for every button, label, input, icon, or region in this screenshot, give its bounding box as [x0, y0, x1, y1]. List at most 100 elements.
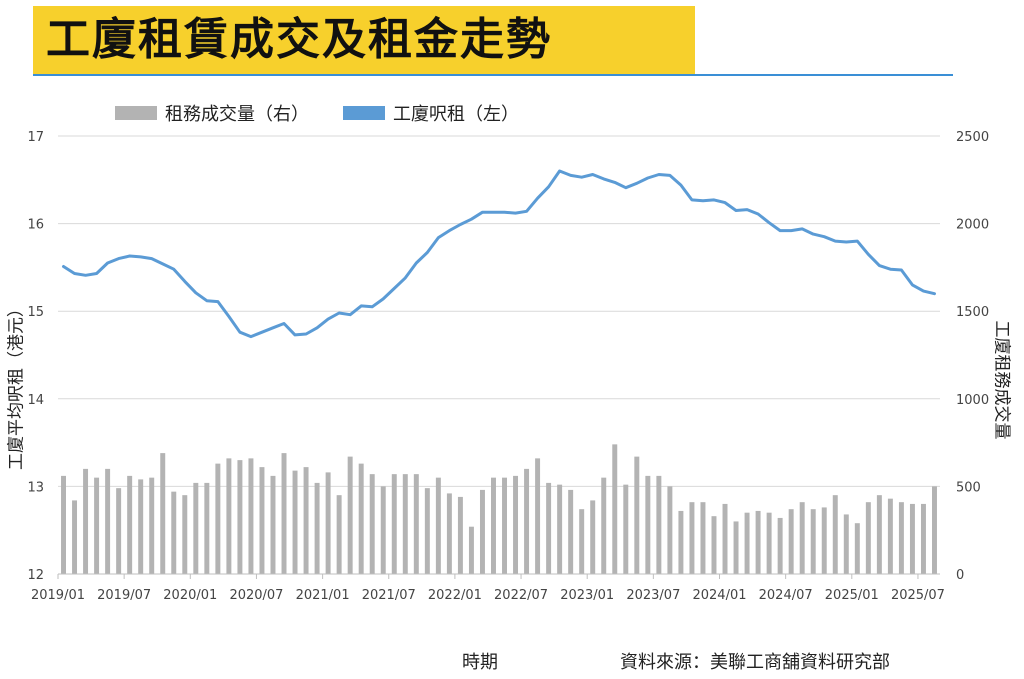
volume-bar — [579, 509, 585, 574]
volume-bar — [744, 512, 750, 574]
legend-swatch-rent — [343, 106, 385, 120]
volume-bar — [810, 509, 816, 574]
volume-bar — [667, 486, 673, 574]
volume-bar — [215, 463, 221, 574]
volume-bar — [634, 456, 640, 574]
volume-bar — [116, 488, 122, 574]
y-left-tick-label: 13 — [27, 480, 44, 495]
y-left-tick-label: 16 — [27, 218, 44, 233]
volume-bar — [766, 512, 772, 574]
x-tick-label: 2020/01 — [163, 588, 217, 603]
volume-bar — [777, 517, 783, 574]
volume-bar — [524, 468, 530, 574]
volume-bar — [535, 458, 541, 574]
volume-bar — [876, 495, 882, 574]
volume-bar — [821, 507, 827, 574]
volume-bar — [502, 477, 507, 574]
volume-bar — [193, 482, 199, 574]
volume-bar — [446, 493, 452, 574]
volume-bar — [358, 463, 364, 574]
volume-bar — [590, 500, 596, 574]
volume-bar — [413, 474, 419, 574]
volume-bar — [369, 474, 375, 574]
x-tick-label: 2021/07 — [362, 588, 416, 603]
x-tick-label: 2022/01 — [428, 588, 482, 603]
chart-title: 工廈租賃成交及租金走勢 — [46, 14, 552, 65]
volume-bar — [105, 468, 111, 574]
volume-bar — [909, 503, 915, 574]
volume-bar — [160, 453, 166, 574]
volume-bar — [72, 500, 78, 574]
x-tick-label: 2023/07 — [626, 588, 680, 603]
y-right-tick-label: 1000 — [956, 393, 989, 408]
legend-label-volume: 租務成交量（右） — [165, 104, 309, 125]
volume-bar — [601, 477, 607, 574]
volume-bar — [380, 486, 386, 574]
volume-bar — [127, 475, 133, 574]
volume-bar — [171, 491, 177, 574]
legend: 租務成交量（右） 工廈呎租（左） — [115, 100, 553, 126]
volume-bar — [513, 475, 519, 574]
volume-bar — [755, 510, 761, 574]
volume-bar — [711, 516, 717, 574]
volume-bar — [270, 475, 276, 574]
volume-bar — [424, 488, 430, 574]
volume-bar — [799, 502, 805, 574]
x-tick-label: 2020/07 — [229, 588, 283, 603]
volume-bar — [336, 495, 342, 574]
volume-bar — [623, 484, 629, 574]
y-left-tick-label: 12 — [27, 568, 44, 583]
title-banner — [33, 6, 695, 74]
legend-item-rent: 工廈呎租（左） — [343, 100, 519, 126]
volume-bar — [479, 489, 485, 574]
x-tick-label: 2023/01 — [560, 588, 614, 603]
volume-bar — [491, 477, 496, 574]
volume-bar — [568, 489, 574, 574]
y-left-tick-label: 15 — [27, 305, 44, 320]
volume-bar — [733, 521, 739, 574]
volume-bar — [259, 467, 265, 574]
volume-bar — [94, 477, 100, 574]
volume-bar — [645, 475, 651, 574]
volume-bar — [138, 479, 144, 574]
x-axis-label: 時期 — [462, 652, 498, 673]
legend-swatch-volume — [115, 106, 157, 120]
volume-bar — [612, 444, 618, 574]
volume-bar — [402, 474, 408, 574]
y-right-tick-label: 500 — [956, 480, 981, 495]
x-tick-label: 2025/07 — [891, 588, 945, 603]
y-right-tick-label: 2000 — [956, 218, 989, 233]
rent-line — [62, 169, 936, 339]
y-right-tick-label: 0 — [956, 568, 964, 583]
volume-bar — [722, 503, 728, 574]
volume-bar — [788, 509, 794, 574]
volume-bar — [843, 514, 849, 574]
x-tick-label: 2024/07 — [759, 588, 813, 603]
volume-bar — [689, 502, 695, 574]
volume-bar — [656, 475, 662, 574]
volume-bar — [61, 475, 66, 574]
volume-bar — [182, 495, 188, 574]
volume-bar — [303, 467, 309, 574]
volume-bar — [887, 498, 893, 574]
volume-bar — [435, 477, 441, 574]
y-axis-right-label: 工廈租務成交量 — [991, 320, 1012, 440]
x-tick-label: 2019/01 — [31, 588, 85, 603]
source-note: 資料來源：美聯工商舖資料研究部 — [620, 652, 890, 673]
x-tick-label: 2024/01 — [692, 588, 746, 603]
volume-bar — [325, 472, 331, 574]
volume-bar — [391, 474, 397, 574]
y-right-tick-label: 1500 — [956, 305, 989, 320]
x-tick-label: 2021/01 — [296, 588, 350, 603]
volume-bar — [347, 456, 353, 574]
volume-bar — [932, 486, 937, 574]
x-tick-label: 2022/07 — [494, 588, 548, 603]
legend-label-rent: 工廈呎租（左） — [393, 104, 519, 125]
volume-bar — [281, 453, 287, 574]
volume-bar — [204, 482, 210, 574]
volume-bar — [557, 484, 563, 574]
x-tick-label: 2025/01 — [825, 588, 879, 603]
volume-bar — [700, 502, 706, 574]
legend-item-volume: 租務成交量（右） — [115, 100, 309, 126]
